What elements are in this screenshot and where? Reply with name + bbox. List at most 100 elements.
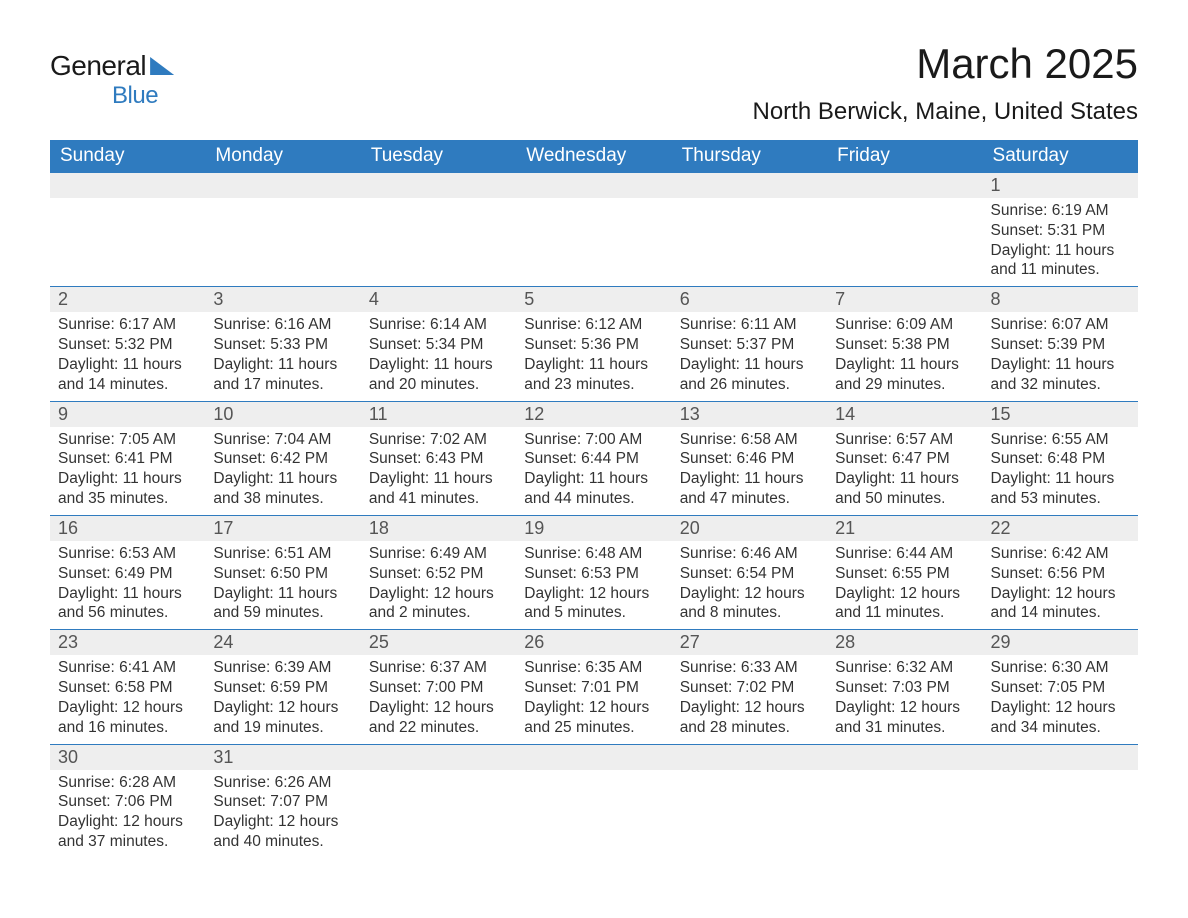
- sunset-text: Sunset: 6:53 PM: [524, 564, 663, 584]
- day-number: [361, 173, 516, 198]
- calendar-cell: 27Sunrise: 6:33 AMSunset: 7:02 PMDayligh…: [672, 630, 827, 744]
- daylight-text: Daylight: 12 hours and 16 minutes.: [58, 698, 197, 738]
- calendar-cell: 24Sunrise: 6:39 AMSunset: 6:59 PMDayligh…: [205, 630, 360, 744]
- sunset-text: Sunset: 7:05 PM: [991, 678, 1130, 698]
- day-details: [983, 770, 1138, 830]
- sunset-text: Sunset: 7:00 PM: [369, 678, 508, 698]
- calendar-cell: 1Sunrise: 6:19 AMSunset: 5:31 PMDaylight…: [983, 173, 1138, 287]
- sunrise-text: Sunrise: 7:02 AM: [369, 430, 508, 450]
- sunset-text: Sunset: 5:31 PM: [991, 221, 1130, 241]
- calendar-cell: 31Sunrise: 6:26 AMSunset: 7:07 PMDayligh…: [205, 744, 360, 858]
- daylight-text: Daylight: 12 hours and 8 minutes.: [680, 584, 819, 624]
- sunrise-text: Sunrise: 6:53 AM: [58, 544, 197, 564]
- sunrise-text: Sunrise: 6:19 AM: [991, 201, 1130, 221]
- day-details: [672, 198, 827, 258]
- sunrise-text: Sunrise: 6:33 AM: [680, 658, 819, 678]
- calendar-week: 30Sunrise: 6:28 AMSunset: 7:06 PMDayligh…: [50, 744, 1138, 858]
- sunset-text: Sunset: 6:50 PM: [213, 564, 352, 584]
- day-number: 17: [205, 516, 360, 541]
- daylight-text: Daylight: 11 hours and 32 minutes.: [991, 355, 1130, 395]
- day-details: Sunrise: 6:28 AMSunset: 7:06 PMDaylight:…: [50, 770, 205, 858]
- day-header: Sunday: [50, 140, 205, 173]
- sunrise-text: Sunrise: 6:16 AM: [213, 315, 352, 335]
- daylight-text: Daylight: 12 hours and 34 minutes.: [991, 698, 1130, 738]
- sunset-text: Sunset: 7:02 PM: [680, 678, 819, 698]
- day-details: Sunrise: 6:51 AMSunset: 6:50 PMDaylight:…: [205, 541, 360, 629]
- calendar-cell: 30Sunrise: 6:28 AMSunset: 7:06 PMDayligh…: [50, 744, 205, 858]
- daylight-text: Daylight: 11 hours and 35 minutes.: [58, 469, 197, 509]
- logo-text-blue: Blue: [112, 82, 158, 110]
- sunrise-text: Sunrise: 6:11 AM: [680, 315, 819, 335]
- daylight-text: Daylight: 11 hours and 14 minutes.: [58, 355, 197, 395]
- day-number: 3: [205, 287, 360, 312]
- calendar-cell: 19Sunrise: 6:48 AMSunset: 6:53 PMDayligh…: [516, 515, 671, 629]
- sunrise-text: Sunrise: 6:30 AM: [991, 658, 1130, 678]
- sunrise-text: Sunrise: 6:57 AM: [835, 430, 974, 450]
- day-details: Sunrise: 6:49 AMSunset: 6:52 PMDaylight:…: [361, 541, 516, 629]
- daylight-text: Daylight: 11 hours and 23 minutes.: [524, 355, 663, 395]
- day-details: [672, 770, 827, 830]
- sunrise-text: Sunrise: 7:00 AM: [524, 430, 663, 450]
- daylight-text: Daylight: 12 hours and 14 minutes.: [991, 584, 1130, 624]
- sunrise-text: Sunrise: 6:55 AM: [991, 430, 1130, 450]
- sunrise-text: Sunrise: 6:46 AM: [680, 544, 819, 564]
- day-number: 26: [516, 630, 671, 655]
- title-block: March 2025 North Berwick, Maine, United …: [753, 40, 1139, 126]
- calendar-cell: 22Sunrise: 6:42 AMSunset: 6:56 PMDayligh…: [983, 515, 1138, 629]
- sunset-text: Sunset: 5:39 PM: [991, 335, 1130, 355]
- logo-top: General: [50, 50, 174, 82]
- day-details: Sunrise: 6:44 AMSunset: 6:55 PMDaylight:…: [827, 541, 982, 629]
- daylight-text: Daylight: 12 hours and 11 minutes.: [835, 584, 974, 624]
- calendar-cell: [516, 744, 671, 858]
- sunrise-text: Sunrise: 6:48 AM: [524, 544, 663, 564]
- day-details: Sunrise: 7:04 AMSunset: 6:42 PMDaylight:…: [205, 427, 360, 515]
- sunrise-text: Sunrise: 6:42 AM: [991, 544, 1130, 564]
- sunrise-text: Sunrise: 6:26 AM: [213, 773, 352, 793]
- sunset-text: Sunset: 6:54 PM: [680, 564, 819, 584]
- day-header: Saturday: [983, 140, 1138, 173]
- day-number: [361, 745, 516, 770]
- daylight-text: Daylight: 11 hours and 26 minutes.: [680, 355, 819, 395]
- sunset-text: Sunset: 5:32 PM: [58, 335, 197, 355]
- calendar-week: 1Sunrise: 6:19 AMSunset: 5:31 PMDaylight…: [50, 173, 1138, 287]
- calendar-cell: 21Sunrise: 6:44 AMSunset: 6:55 PMDayligh…: [827, 515, 982, 629]
- day-number: [205, 173, 360, 198]
- sunrise-text: Sunrise: 6:49 AM: [369, 544, 508, 564]
- day-number: 7: [827, 287, 982, 312]
- day-number: 14: [827, 402, 982, 427]
- calendar-week: 16Sunrise: 6:53 AMSunset: 6:49 PMDayligh…: [50, 515, 1138, 629]
- day-number: 8: [983, 287, 1138, 312]
- sunrise-text: Sunrise: 6:58 AM: [680, 430, 819, 450]
- day-number: 29: [983, 630, 1138, 655]
- calendar-body: 1Sunrise: 6:19 AMSunset: 5:31 PMDaylight…: [50, 173, 1138, 858]
- day-details: Sunrise: 6:16 AMSunset: 5:33 PMDaylight:…: [205, 312, 360, 400]
- sunrise-text: Sunrise: 6:07 AM: [991, 315, 1130, 335]
- day-number: [50, 173, 205, 198]
- day-details: Sunrise: 6:42 AMSunset: 6:56 PMDaylight:…: [983, 541, 1138, 629]
- calendar-cell: [672, 173, 827, 287]
- day-details: Sunrise: 6:46 AMSunset: 6:54 PMDaylight:…: [672, 541, 827, 629]
- calendar-cell: 6Sunrise: 6:11 AMSunset: 5:37 PMDaylight…: [672, 287, 827, 401]
- day-details: Sunrise: 6:55 AMSunset: 6:48 PMDaylight:…: [983, 427, 1138, 515]
- calendar-cell: 8 Sunrise: 6:07 AMSunset: 5:39 PMDaylight…: [983, 287, 1138, 401]
- daylight-text: Daylight: 11 hours and 38 minutes.: [213, 469, 352, 509]
- daylight-text: Daylight: 11 hours and 41 minutes.: [369, 469, 508, 509]
- daylight-text: Daylight: 11 hours and 44 minutes.: [524, 469, 663, 509]
- sunset-text: Sunset: 6:55 PM: [835, 564, 974, 584]
- day-header: Monday: [205, 140, 360, 173]
- day-details: Sunrise: 6:58 AMSunset: 6:46 PMDaylight:…: [672, 427, 827, 515]
- day-number: 24: [205, 630, 360, 655]
- calendar-cell: 11Sunrise: 7:02 AMSunset: 6:43 PMDayligh…: [361, 401, 516, 515]
- calendar-cell: 4Sunrise: 6:14 AMSunset: 5:34 PMDaylight…: [361, 287, 516, 401]
- day-header-row: Sunday Monday Tuesday Wednesday Thursday…: [50, 140, 1138, 173]
- day-header: Friday: [827, 140, 982, 173]
- daylight-text: Daylight: 12 hours and 31 minutes.: [835, 698, 974, 738]
- calendar-cell: 7Sunrise: 6:09 AMSunset: 5:38 PMDaylight…: [827, 287, 982, 401]
- sunrise-text: Sunrise: 6:41 AM: [58, 658, 197, 678]
- day-details: Sunrise: 7:05 AMSunset: 6:41 PMDaylight:…: [50, 427, 205, 515]
- calendar-cell: 5Sunrise: 6:12 AMSunset: 5:36 PMDaylight…: [516, 287, 671, 401]
- sunset-text: Sunset: 6:46 PM: [680, 449, 819, 469]
- day-details: [361, 770, 516, 830]
- sunset-text: Sunset: 5:34 PM: [369, 335, 508, 355]
- day-details: Sunrise: 6:26 AMSunset: 7:07 PMDaylight:…: [205, 770, 360, 858]
